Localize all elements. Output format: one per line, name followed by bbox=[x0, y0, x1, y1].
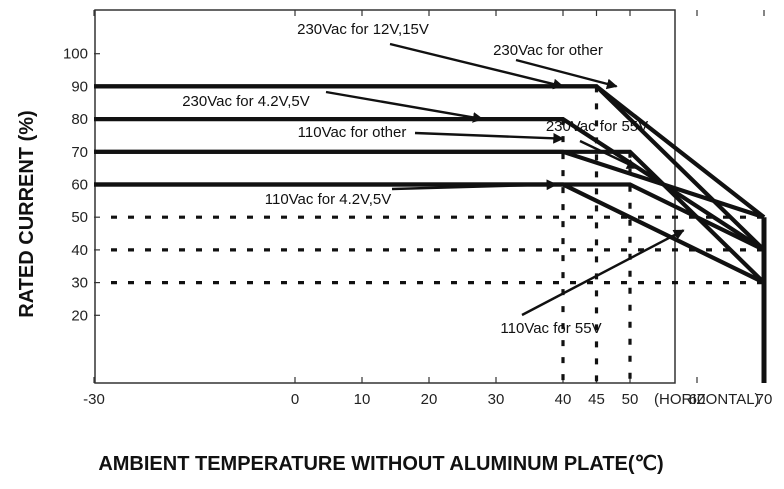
x-axis-title: AMBIENT TEMPERATURE WITHOUT ALUMINUM PLA… bbox=[98, 453, 663, 475]
y-axis-title: RATED CURRENT (%) bbox=[16, 110, 38, 317]
series-line-3 bbox=[94, 149, 766, 285]
x-tick-label-9: 70 bbox=[756, 391, 773, 408]
x-tick-label-8: 60 bbox=[689, 391, 706, 408]
y-tick-label-8: 100 bbox=[63, 46, 88, 63]
series-line-6 bbox=[94, 182, 765, 285]
x-tick-label-4: 30 bbox=[488, 391, 505, 408]
series-line-4 bbox=[94, 149, 765, 220]
x-tick-label-5: 40 bbox=[555, 391, 572, 408]
series-line-1 bbox=[94, 84, 766, 252]
annotation-label-1: 230Vac for other bbox=[493, 42, 603, 59]
y-tick-label-5: 70 bbox=[71, 144, 88, 161]
annotation-arrow-4 bbox=[579, 139, 638, 170]
x-tick-label-6: 45 bbox=[588, 391, 605, 408]
annotation-label-3: 110Vac for other bbox=[298, 124, 407, 141]
x-tick-label-0: -30 bbox=[83, 391, 105, 408]
annotation-arrow-3 bbox=[414, 131, 565, 144]
y-tick-labels: 20 30 40 50 60 70 80 90 100 bbox=[63, 46, 88, 325]
y-tick-label-0: 20 bbox=[71, 307, 88, 324]
annotation-label-2: 230Vac for 4.2V,5V bbox=[182, 93, 310, 110]
series-line-2 bbox=[94, 116, 766, 252]
y-tick-label-3: 50 bbox=[71, 209, 88, 226]
annotation-label-5: 110Vac for 4.2V,5V bbox=[265, 191, 391, 208]
y-tick-label-6: 80 bbox=[71, 111, 88, 128]
annotation-arrow-0 bbox=[389, 42, 565, 90]
derating-curves bbox=[94, 84, 766, 285]
annotation-arrow-5 bbox=[391, 179, 558, 191]
y-tick-label-1: 30 bbox=[71, 275, 88, 292]
annotation-label-0: 230Vac for 12V,15V bbox=[297, 21, 429, 38]
curve-annotations: 230Vac for 12V,15V 230Vac for other 230Vac… bbox=[182, 21, 685, 337]
x-tick-label-3: 20 bbox=[421, 391, 438, 408]
x-tick-label-2: 10 bbox=[354, 391, 371, 408]
dashed-reference-lines bbox=[111, 86, 764, 383]
x-unit-label: (HORIZONTAL) bbox=[654, 391, 760, 408]
annotation-arrow-1 bbox=[515, 58, 618, 90]
x-tick-labels: -30 0 10 20 30 40 45 50 60 70 bbox=[83, 391, 772, 408]
y-tick-label-7: 90 bbox=[71, 78, 88, 95]
annotation-arrow-2 bbox=[325, 90, 484, 123]
y-tick-label-2: 40 bbox=[71, 242, 88, 259]
annotation-arrow-6 bbox=[521, 229, 685, 317]
y-tick-label-4: 60 bbox=[71, 177, 88, 194]
x-tick-label-1: 0 bbox=[291, 391, 299, 408]
x-tick-label-7: 50 bbox=[622, 391, 639, 408]
annotation-label-6: 110Vac for 55V bbox=[500, 320, 601, 337]
annotation-label-4: 230Vac for 55V bbox=[546, 118, 648, 135]
